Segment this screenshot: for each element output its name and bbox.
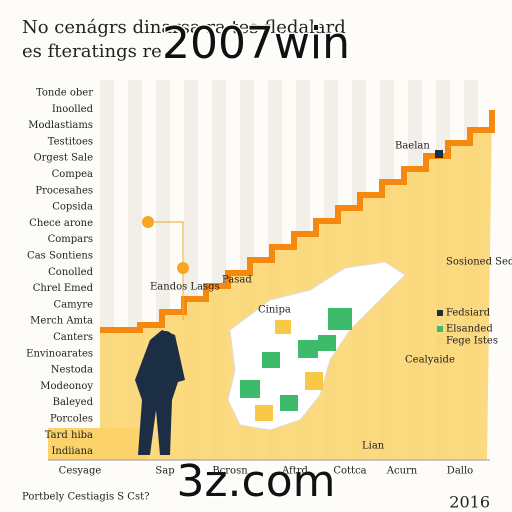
- annotation: Pasad: [222, 275, 252, 286]
- legend-swatch: [437, 326, 443, 332]
- annotation: Cinipa: [258, 305, 291, 316]
- row-label: Tonde ober: [36, 88, 93, 99]
- step-line: [100, 110, 495, 333]
- row-label: Chece arone: [29, 218, 93, 229]
- row-label: Tard hiba: [45, 430, 93, 441]
- column-label: Cottca: [333, 466, 366, 477]
- legend-label: Fege Istes: [446, 336, 498, 347]
- column-label: Dallo: [447, 466, 473, 477]
- base-block: [48, 428, 148, 460]
- watermark: 3z.com: [176, 456, 335, 507]
- silhouette: [135, 330, 185, 455]
- title-line: No cenágrs dinarsa ra tes fledalard: [22, 17, 346, 38]
- footer-text: Portbely Cestiagis S Cst?: [22, 492, 149, 503]
- row-label: Modlastiams: [28, 120, 93, 131]
- row-label: Testitoes: [48, 136, 93, 147]
- row-label: Orgest Sale: [33, 153, 93, 164]
- row-label: Compars: [48, 234, 93, 245]
- region: [298, 340, 318, 358]
- row-label: Merch Amta: [30, 316, 93, 327]
- row-label: Porcoles: [50, 414, 93, 425]
- map: [227, 261, 406, 431]
- legend-label: Fedsiard: [446, 308, 491, 319]
- column-label: Bcrosn: [212, 466, 248, 477]
- column-label: Cesyage: [59, 466, 102, 477]
- watermark: 2007win: [162, 18, 350, 69]
- row-label: Camyre: [54, 299, 94, 310]
- region: [318, 335, 336, 351]
- region: [240, 380, 260, 398]
- row-label: Conolled: [48, 267, 93, 278]
- marker: [435, 150, 443, 158]
- callout-dot: [177, 262, 189, 274]
- annotation: Baelan: [395, 141, 430, 152]
- row-label: Canters: [53, 332, 93, 343]
- callout-line: [150, 221, 184, 320]
- region: [305, 372, 323, 390]
- legend-swatch: [437, 310, 443, 316]
- annotation: Cealyaide: [405, 355, 455, 366]
- region: [280, 395, 298, 411]
- region: [328, 308, 352, 330]
- region: [275, 320, 291, 334]
- row-label: Cas Sontiens: [27, 251, 93, 262]
- annotation: Sosioned Sedaorais: [446, 257, 512, 268]
- callout-dot: [142, 216, 154, 228]
- row-label: Procesahes: [35, 185, 93, 196]
- row-label: Modeonoy: [40, 381, 93, 392]
- row-label: Nestoda: [51, 365, 93, 376]
- row-label: Inoolled: [52, 104, 94, 115]
- footer-year: 2016: [449, 493, 490, 512]
- annotation: Eandos Lasgs: [150, 282, 220, 293]
- row-label: Baleyed: [53, 397, 94, 408]
- legend-label: Elsanded: [446, 324, 493, 335]
- annotation: Lian: [362, 441, 385, 452]
- legend-swatch: [437, 338, 443, 344]
- silhouette-head: [156, 331, 174, 349]
- region: [255, 405, 273, 421]
- row-label: Indiiana: [51, 446, 93, 457]
- row-label: Chrel Emed: [33, 283, 94, 294]
- title-line: es fteratings re: [22, 41, 162, 62]
- area-fill: [100, 110, 492, 460]
- region: [262, 352, 280, 368]
- column-label: Sap: [155, 466, 174, 477]
- column-label: Acurn: [386, 466, 418, 477]
- row-label: Copsida: [52, 202, 93, 213]
- column-label: Aftrd: [281, 466, 309, 477]
- row-label: Compea: [52, 169, 93, 180]
- row-label: Envinoarates: [26, 348, 93, 359]
